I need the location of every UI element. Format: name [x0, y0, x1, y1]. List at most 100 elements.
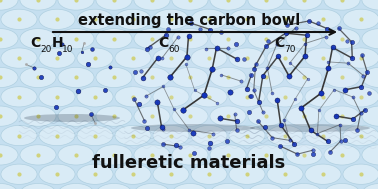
- Ellipse shape: [20, 145, 56, 165]
- Ellipse shape: [153, 48, 189, 68]
- Ellipse shape: [229, 9, 265, 29]
- Ellipse shape: [20, 67, 56, 88]
- Ellipse shape: [286, 29, 322, 49]
- Ellipse shape: [286, 145, 322, 165]
- Ellipse shape: [77, 125, 113, 146]
- Ellipse shape: [39, 164, 75, 184]
- Ellipse shape: [58, 67, 94, 88]
- Ellipse shape: [39, 125, 75, 146]
- Ellipse shape: [267, 125, 303, 146]
- Ellipse shape: [172, 145, 208, 165]
- Ellipse shape: [343, 87, 378, 107]
- Ellipse shape: [153, 164, 189, 184]
- Ellipse shape: [1, 164, 37, 184]
- Ellipse shape: [77, 87, 113, 107]
- Ellipse shape: [96, 184, 132, 189]
- Text: 60: 60: [168, 44, 180, 53]
- Ellipse shape: [305, 87, 341, 107]
- Ellipse shape: [0, 145, 18, 165]
- Ellipse shape: [286, 106, 322, 126]
- Ellipse shape: [324, 106, 360, 126]
- Ellipse shape: [20, 106, 56, 126]
- Ellipse shape: [20, 0, 56, 10]
- Ellipse shape: [229, 125, 265, 146]
- Ellipse shape: [267, 9, 303, 29]
- Ellipse shape: [210, 29, 246, 49]
- Ellipse shape: [248, 29, 284, 49]
- Ellipse shape: [0, 67, 18, 88]
- Ellipse shape: [305, 164, 341, 184]
- Text: C: C: [30, 36, 40, 50]
- Ellipse shape: [1, 48, 37, 68]
- Ellipse shape: [96, 0, 132, 10]
- Ellipse shape: [0, 184, 18, 189]
- Ellipse shape: [77, 9, 113, 29]
- Ellipse shape: [210, 106, 246, 126]
- Ellipse shape: [0, 106, 18, 126]
- Ellipse shape: [362, 106, 378, 126]
- Text: 10: 10: [62, 44, 73, 53]
- Ellipse shape: [362, 67, 378, 88]
- Ellipse shape: [1, 9, 37, 29]
- Ellipse shape: [39, 48, 75, 68]
- Ellipse shape: [134, 0, 170, 10]
- Ellipse shape: [39, 9, 75, 29]
- Ellipse shape: [0, 0, 18, 10]
- Ellipse shape: [250, 124, 370, 132]
- Ellipse shape: [24, 114, 120, 122]
- Ellipse shape: [210, 145, 246, 165]
- Ellipse shape: [153, 125, 189, 146]
- Ellipse shape: [131, 124, 255, 132]
- Ellipse shape: [305, 9, 341, 29]
- Ellipse shape: [248, 145, 284, 165]
- Ellipse shape: [58, 145, 94, 165]
- Ellipse shape: [172, 29, 208, 49]
- Ellipse shape: [267, 48, 303, 68]
- Ellipse shape: [362, 184, 378, 189]
- Ellipse shape: [305, 48, 341, 68]
- Ellipse shape: [115, 9, 151, 29]
- Ellipse shape: [134, 29, 170, 49]
- Ellipse shape: [362, 0, 378, 10]
- Ellipse shape: [96, 145, 132, 165]
- Ellipse shape: [1, 87, 37, 107]
- Ellipse shape: [172, 67, 208, 88]
- Ellipse shape: [39, 87, 75, 107]
- Ellipse shape: [229, 87, 265, 107]
- Ellipse shape: [77, 48, 113, 68]
- Ellipse shape: [20, 184, 56, 189]
- Ellipse shape: [286, 184, 322, 189]
- Ellipse shape: [134, 106, 170, 126]
- Ellipse shape: [58, 184, 94, 189]
- Ellipse shape: [115, 125, 151, 146]
- Ellipse shape: [134, 145, 170, 165]
- Ellipse shape: [324, 67, 360, 88]
- Ellipse shape: [229, 48, 265, 68]
- Ellipse shape: [191, 9, 227, 29]
- Ellipse shape: [343, 9, 378, 29]
- Ellipse shape: [343, 125, 378, 146]
- Ellipse shape: [115, 164, 151, 184]
- Ellipse shape: [191, 87, 227, 107]
- Text: C: C: [274, 36, 284, 50]
- Text: C: C: [158, 36, 168, 50]
- Ellipse shape: [267, 87, 303, 107]
- Ellipse shape: [172, 0, 208, 10]
- Ellipse shape: [286, 67, 322, 88]
- Ellipse shape: [20, 29, 56, 49]
- Ellipse shape: [58, 0, 94, 10]
- Ellipse shape: [305, 125, 341, 146]
- Ellipse shape: [132, 21, 254, 155]
- Ellipse shape: [210, 67, 246, 88]
- Text: extending the carbon bowl: extending the carbon bowl: [78, 12, 300, 28]
- Ellipse shape: [58, 106, 94, 126]
- Ellipse shape: [153, 9, 189, 29]
- Text: 70: 70: [284, 44, 296, 53]
- Text: fulleretic materials: fulleretic materials: [92, 154, 286, 172]
- Ellipse shape: [362, 145, 378, 165]
- Ellipse shape: [248, 106, 284, 126]
- Text: H: H: [52, 36, 64, 50]
- Ellipse shape: [343, 164, 378, 184]
- Ellipse shape: [172, 106, 208, 126]
- Ellipse shape: [324, 145, 360, 165]
